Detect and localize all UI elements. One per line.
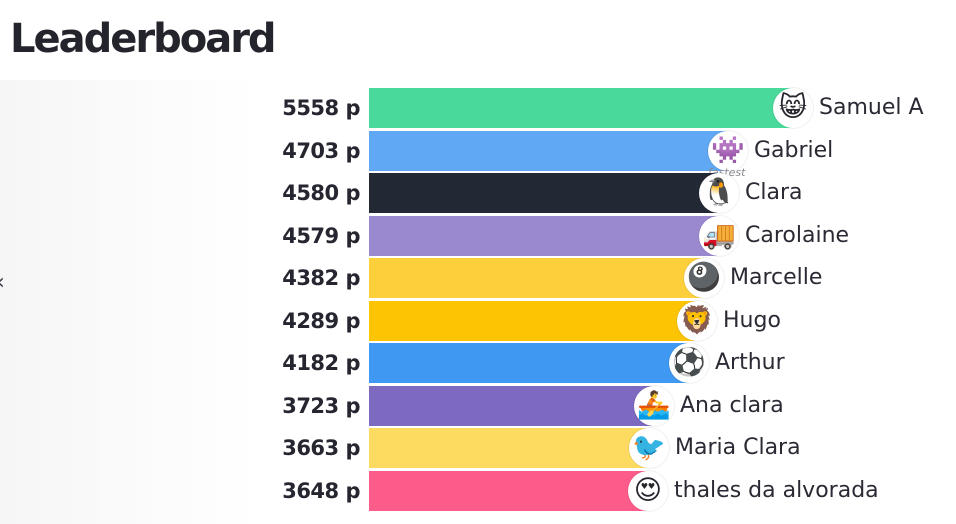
lion-icon: 🦁 <box>677 301 717 341</box>
score-label: 4579 p <box>282 224 360 248</box>
score-bar <box>369 216 717 256</box>
leaderboard-row: 4382 p 🎱 Marcelle <box>0 258 956 298</box>
leaderboard-row: 3723 p 🚣 Ana clara <box>0 386 956 426</box>
score-bar <box>369 258 702 298</box>
score-label: 4703 p <box>282 139 360 163</box>
space-invader-icon: 👾 <box>708 131 748 171</box>
soccer-ball-icon: ⚽ <box>669 343 709 383</box>
billiard-ball-icon: 🎱 <box>684 258 724 298</box>
score-bar <box>369 301 695 341</box>
rowing-boat-icon: 🚣 <box>634 386 674 426</box>
score-label: 3723 p <box>282 394 360 418</box>
player-name: Samuel A <box>819 95 924 120</box>
leaderboard-row: 4182 p ⚽ Arthur <box>0 343 956 383</box>
delivery-truck-icon: 🚚 <box>699 216 739 256</box>
player-name: thales da alvorada <box>674 478 879 503</box>
player-name: Marcelle <box>730 265 823 290</box>
score-label: 4382 p <box>282 266 360 290</box>
score-bar <box>369 428 647 468</box>
score-bar <box>369 471 646 511</box>
score-label: 5558 p <box>282 96 360 120</box>
score-bar <box>369 386 652 426</box>
heart-eyes-face-icon: 😍 <box>628 471 668 511</box>
collapse-chevron-icon[interactable]: ‹ <box>0 268 5 298</box>
player-name: Maria Clara <box>675 435 801 460</box>
score-label: 3648 p <box>282 479 360 503</box>
leaderboard-row: 4580 p 🐧 Clara <box>0 173 956 213</box>
leaderboard-row: 4579 p 🚚 Carolaine <box>0 216 956 256</box>
leaderboard-row: 5558 p 😸 Samuel A <box>0 88 956 128</box>
player-name: Gabriel <box>754 138 834 163</box>
player-name: Hugo <box>723 308 781 333</box>
player-name: Ana clara <box>680 393 784 418</box>
leaderboard-row: 3648 p 😍 thales da alvorada <box>0 471 956 511</box>
score-label: 3663 p <box>282 436 360 460</box>
page-title: Leaderboard <box>10 16 277 62</box>
leaderboard-row: 3663 p 🐦 Maria Clara <box>0 428 956 468</box>
score-bar <box>369 173 717 213</box>
leaderboard-row: 4289 p 🦁 Hugo <box>0 301 956 341</box>
score-bar <box>369 343 687 383</box>
score-bar <box>369 131 726 171</box>
player-name: Clara <box>745 180 803 205</box>
player-name: Carolaine <box>745 223 850 248</box>
grinning-cat-icon: 😸 <box>773 88 813 128</box>
leaderboard-row: 4703 p 👾 Gabriel fastest <box>0 131 956 179</box>
score-bar <box>369 88 791 128</box>
player-name: Arthur <box>715 350 785 375</box>
score-label: 4580 p <box>282 181 360 205</box>
score-label: 4289 p <box>282 309 360 333</box>
side-shade <box>0 80 260 524</box>
penguin-icon: 🐧 <box>699 173 739 213</box>
red-bird-icon: 🐦 <box>629 428 669 468</box>
score-label: 4182 p <box>282 351 360 375</box>
